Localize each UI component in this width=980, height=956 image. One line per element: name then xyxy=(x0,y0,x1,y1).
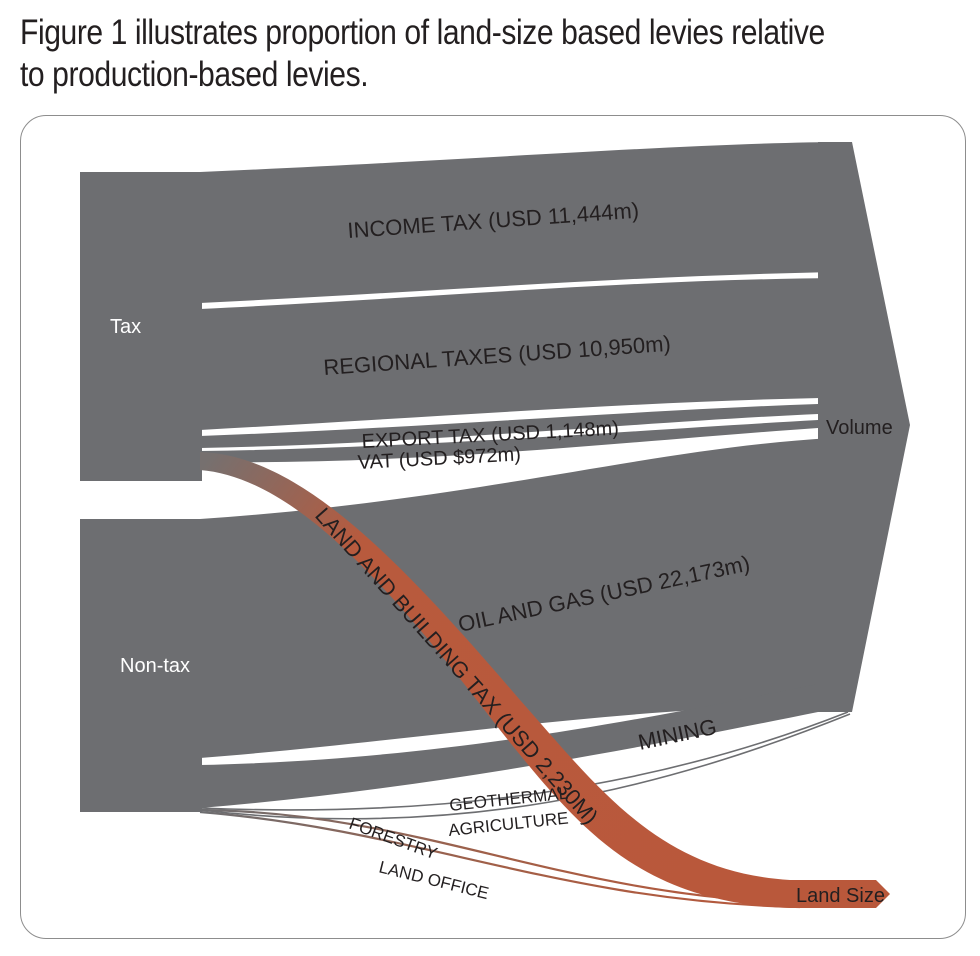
flow-regional-taxes xyxy=(200,278,838,430)
figure-title: Figure 1 illustrates proportion of land-… xyxy=(20,13,825,94)
flow-geothermal xyxy=(199,711,849,811)
node-volume xyxy=(818,142,910,712)
node-land-size xyxy=(790,880,890,908)
diagram-frame xyxy=(20,115,966,939)
node-label-tax: Tax xyxy=(110,316,141,338)
node-tax xyxy=(80,172,202,481)
node-label-volume: Volume xyxy=(826,417,893,439)
node-non-tax xyxy=(80,519,202,812)
flow-income-tax xyxy=(200,142,852,303)
node-label-land-size: Land Size xyxy=(796,885,885,907)
node-label-non-tax: Non-tax xyxy=(120,655,190,677)
flow-land-and-building-tax xyxy=(200,452,790,908)
flow-vat xyxy=(200,420,818,463)
flow-mining xyxy=(200,684,818,808)
flow-export-tax xyxy=(200,404,818,448)
link-label-land-office: LAND OFFICE xyxy=(377,857,491,903)
flow-oil-and-gas xyxy=(200,438,852,758)
flow-land-office xyxy=(199,810,801,909)
flow-forestry xyxy=(199,808,801,905)
